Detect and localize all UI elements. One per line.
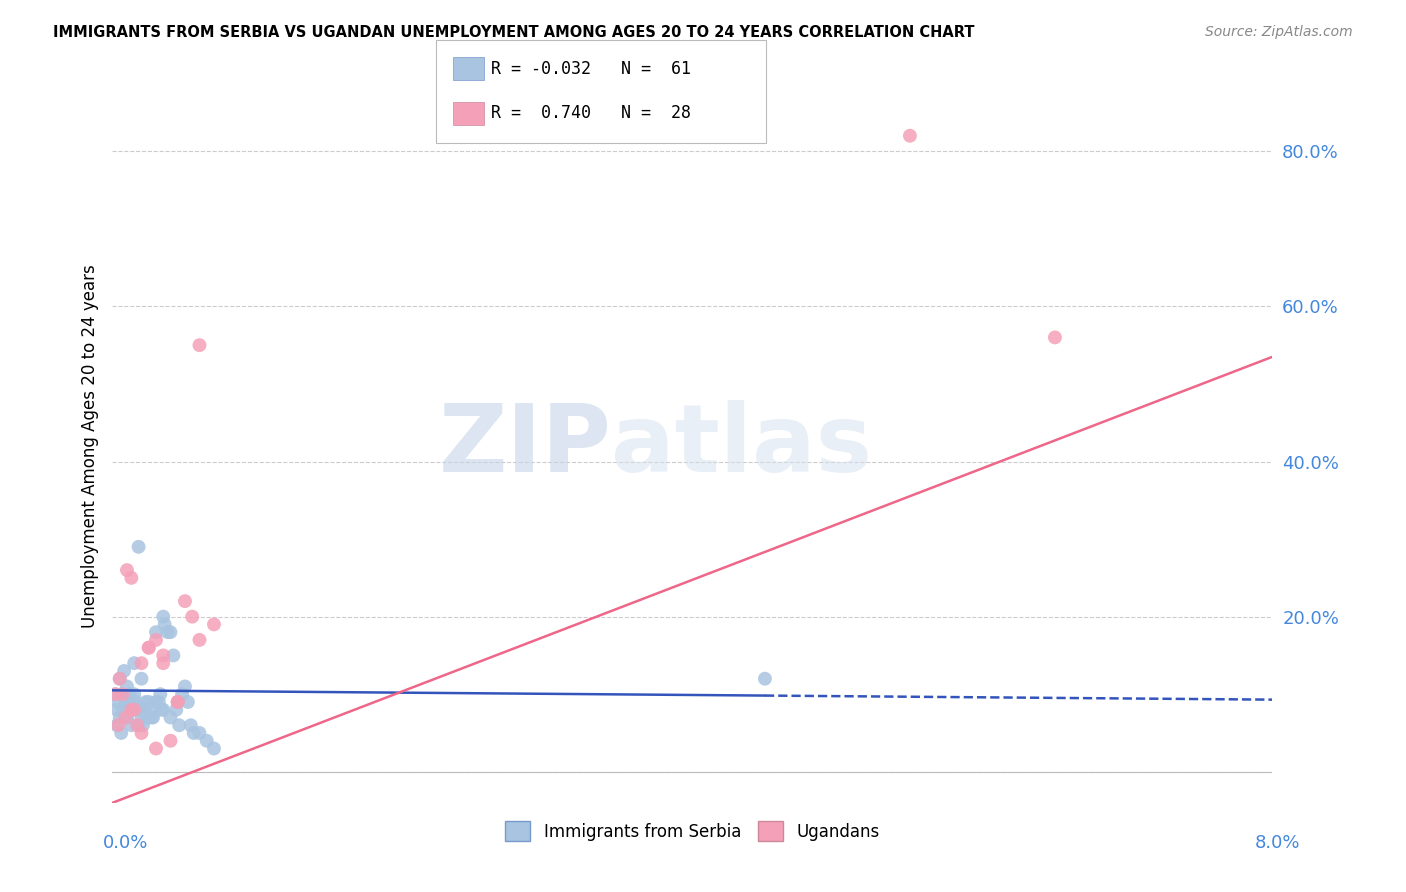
Point <box>129 703 152 717</box>
Text: 0.0%: 0.0% <box>103 834 148 852</box>
Point <box>121 695 143 709</box>
Point <box>136 710 159 724</box>
Point <box>127 718 149 732</box>
Point <box>202 617 225 632</box>
Point <box>114 695 136 709</box>
Text: ZIP: ZIP <box>439 400 612 492</box>
Point <box>120 571 142 585</box>
Point <box>117 695 139 709</box>
Point <box>107 718 129 732</box>
Point <box>120 703 142 717</box>
Point <box>166 695 188 709</box>
Point <box>108 672 131 686</box>
Point <box>132 718 155 732</box>
Point <box>152 656 174 670</box>
Point <box>174 680 197 694</box>
Point <box>166 695 188 709</box>
Point <box>122 703 145 717</box>
Point <box>120 703 142 717</box>
Point <box>114 710 136 724</box>
Point <box>138 710 160 724</box>
Point <box>167 718 190 732</box>
Point <box>107 695 129 709</box>
Point <box>172 687 194 701</box>
Point <box>127 703 149 717</box>
Point <box>122 687 145 701</box>
Point <box>1043 330 1066 344</box>
Point <box>188 726 211 740</box>
Point <box>149 687 172 701</box>
Point <box>174 594 197 608</box>
Point <box>202 741 225 756</box>
Point <box>128 540 150 554</box>
Point <box>162 648 184 663</box>
Point <box>138 640 160 655</box>
Point <box>142 710 165 724</box>
Point <box>134 703 156 717</box>
Point <box>135 695 157 709</box>
Point <box>150 703 173 717</box>
Point <box>131 726 153 740</box>
Point <box>139 703 162 717</box>
Text: R = -0.032   N =  61: R = -0.032 N = 61 <box>491 60 690 78</box>
Point <box>105 703 128 717</box>
Point <box>138 640 160 655</box>
Point <box>111 687 134 701</box>
Point <box>754 672 776 686</box>
Point <box>188 632 211 647</box>
Point <box>152 609 174 624</box>
Point <box>110 726 132 740</box>
Point <box>112 664 135 678</box>
Text: 8.0%: 8.0% <box>1256 834 1301 852</box>
Point <box>111 703 134 717</box>
Point <box>145 625 167 640</box>
Text: Source: ZipAtlas.com: Source: ZipAtlas.com <box>1205 25 1353 39</box>
Point <box>159 625 181 640</box>
Point <box>128 718 150 732</box>
Point <box>145 632 167 647</box>
Point <box>104 687 127 701</box>
Legend: Immigrants from Serbia, Ugandans: Immigrants from Serbia, Ugandans <box>499 814 886 848</box>
Point <box>177 695 200 709</box>
Point <box>165 703 187 717</box>
Point <box>131 672 153 686</box>
Point <box>195 733 218 747</box>
Point <box>159 733 181 747</box>
Point <box>898 128 921 143</box>
Point <box>104 687 127 701</box>
Point <box>124 695 148 709</box>
Point <box>105 718 128 732</box>
Point <box>110 687 132 701</box>
Point <box>183 726 205 740</box>
Point <box>115 680 138 694</box>
Text: R =  0.740   N =  28: R = 0.740 N = 28 <box>491 104 690 122</box>
Point <box>122 656 145 670</box>
Point <box>181 609 204 624</box>
Point <box>114 710 136 724</box>
Point <box>166 695 188 709</box>
Point <box>159 710 181 724</box>
Point <box>138 695 160 709</box>
Point <box>115 710 138 724</box>
Point <box>141 710 163 724</box>
Text: IMMIGRANTS FROM SERBIA VS UGANDAN UNEMPLOYMENT AMONG AGES 20 TO 24 YEARS CORRELA: IMMIGRANTS FROM SERBIA VS UGANDAN UNEMPL… <box>53 25 974 40</box>
Text: atlas: atlas <box>612 400 872 492</box>
Point <box>152 648 174 663</box>
Point <box>115 563 138 577</box>
Point <box>131 656 153 670</box>
Y-axis label: Unemployment Among Ages 20 to 24 years: Unemployment Among Ages 20 to 24 years <box>80 264 98 628</box>
Point <box>120 718 142 732</box>
Point <box>188 338 211 352</box>
Point <box>145 741 167 756</box>
Point <box>108 710 131 724</box>
Point <box>145 695 167 709</box>
Point <box>131 710 153 724</box>
Point <box>148 695 170 709</box>
Point <box>152 703 174 717</box>
Point <box>153 617 176 632</box>
Point <box>156 625 179 640</box>
Point <box>118 687 141 701</box>
Point <box>180 718 202 732</box>
Point <box>108 672 131 686</box>
